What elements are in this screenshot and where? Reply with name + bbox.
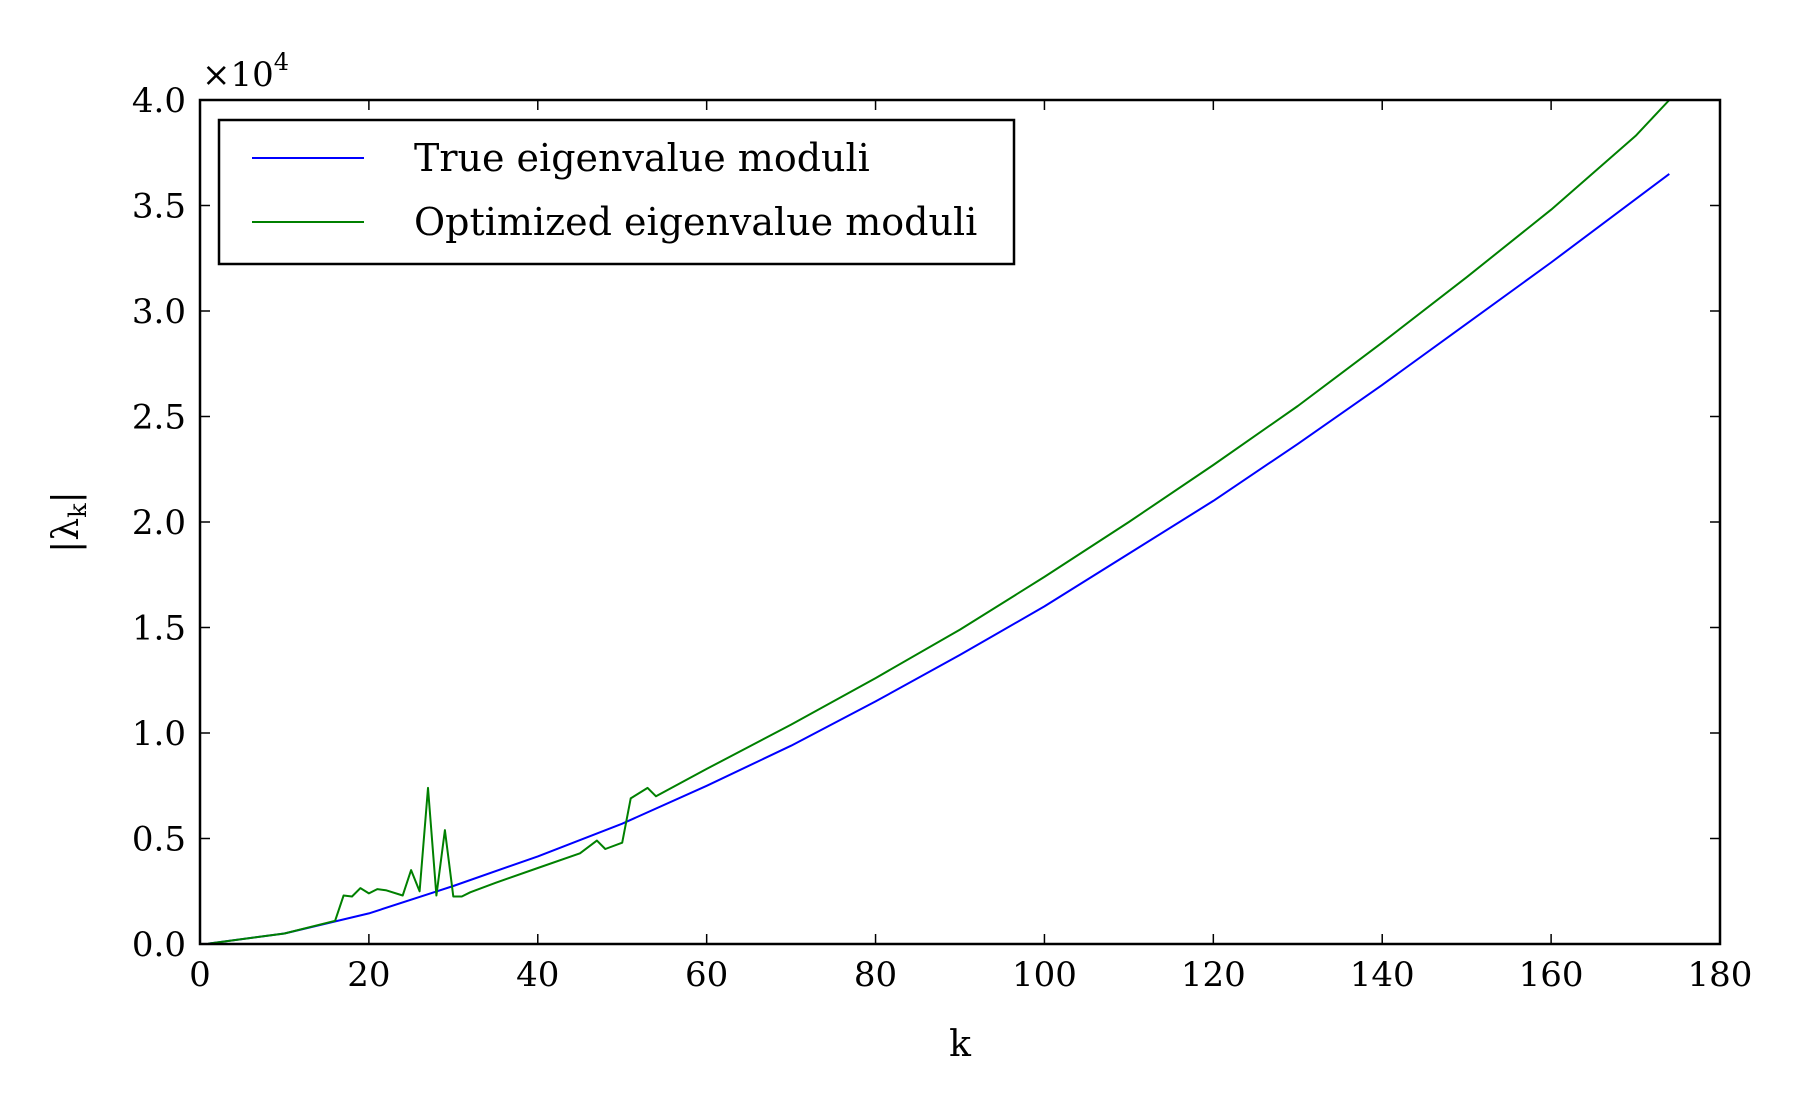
y-axis-label: |λk| <box>46 491 92 553</box>
x-tick-label: 60 <box>685 955 728 995</box>
x-tick-label: 100 <box>1012 955 1077 995</box>
y-axis-label-close: | <box>46 491 87 503</box>
y-offset-base: ×10 <box>202 55 274 95</box>
plot-lines <box>208 99 1671 945</box>
y-tick-label: 3.5 <box>132 187 186 227</box>
y-tick-label: 4.0 <box>132 81 186 121</box>
series-line-optimized <box>208 99 1671 945</box>
x-tick-label: 160 <box>1519 955 1584 995</box>
axis-tick-labels: 0 20 40 60 80 100 120 140 160 180 0.0 0.5 1.0 1.5 2.0 2… <box>132 81 1753 995</box>
y-offset-label: ×104 <box>202 48 289 95</box>
y-tick-label: 2.0 <box>132 503 186 543</box>
x-tick-label: 80 <box>854 955 897 995</box>
y-axis-label-main: |λ <box>46 518 87 553</box>
y-tick-label: 1.5 <box>132 609 186 649</box>
y-tick-label: 3.0 <box>132 292 186 332</box>
y-axis-label-subscript: k <box>64 503 92 518</box>
legend: True eigenvalue moduli Optimized eigenva… <box>217 118 1016 266</box>
axes-frame <box>198 98 1722 946</box>
x-tick-label: 20 <box>347 955 390 995</box>
x-tick-label: 120 <box>1181 955 1246 995</box>
x-tick-label: 140 <box>1350 955 1415 995</box>
x-tick-label: 180 <box>1688 955 1753 995</box>
x-tick-label: 0 <box>189 955 211 995</box>
y-tick-label: 1.0 <box>132 714 186 754</box>
legend-box <box>217 118 1016 266</box>
x-axis-label: k <box>949 1024 972 1065</box>
x-tick-label: 40 <box>516 955 559 995</box>
series-line-true <box>208 173 1670 945</box>
legend-label-true: True eigenvalue moduli <box>414 136 870 180</box>
legend-label-optimized: Optimized eigenvalue moduli <box>414 200 977 244</box>
y-offset-exponent: 4 <box>274 48 289 76</box>
y-tick-label: 0.0 <box>132 925 186 965</box>
y-tick-label: 2.5 <box>132 398 186 438</box>
y-tick-label: 0.5 <box>132 820 186 860</box>
